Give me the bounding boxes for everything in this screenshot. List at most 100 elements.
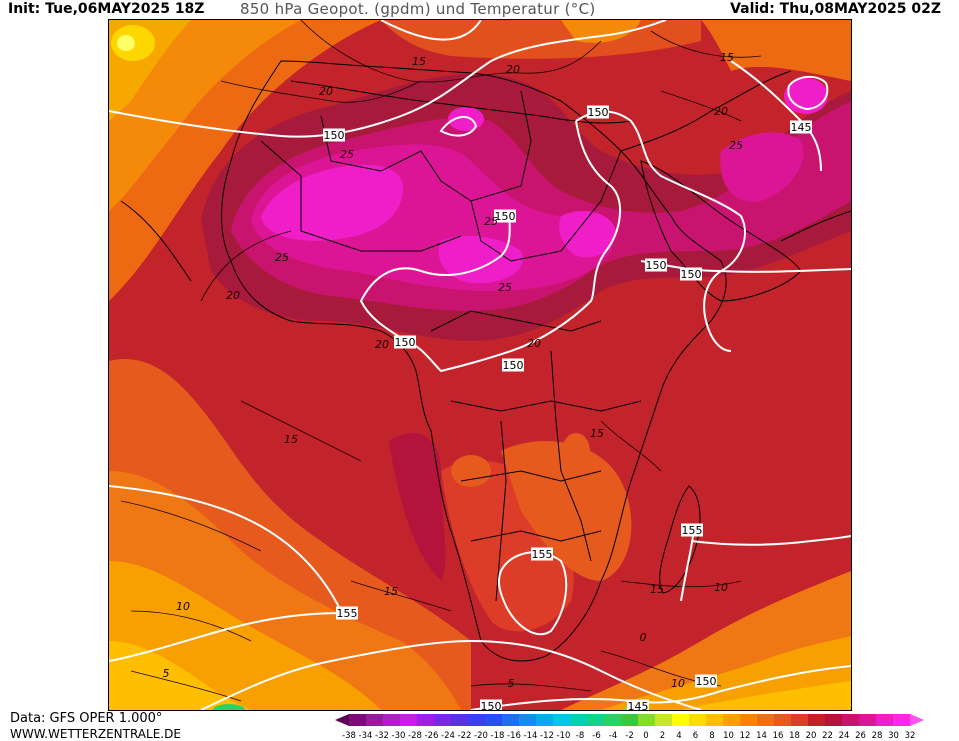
colorbar-cell bbox=[502, 714, 520, 726]
temperature-label: 20 bbox=[506, 63, 520, 76]
geopotential-label-text: 150 bbox=[503, 359, 524, 372]
colorbar-cell bbox=[672, 714, 690, 726]
colorbar-tick-label: 6 bbox=[693, 731, 698, 740]
temperature-isotherms bbox=[120, 20, 762, 702]
temperature-label: 15 bbox=[284, 433, 298, 446]
data-source: Data: GFS OPER 1.000° bbox=[10, 711, 163, 726]
colorbar-tick-label: 4 bbox=[676, 731, 681, 740]
colorbar-cell bbox=[587, 714, 605, 726]
colorbar-cell bbox=[468, 714, 486, 726]
geopotential-label-text: 150 bbox=[395, 336, 416, 349]
colorbar-cell bbox=[604, 714, 622, 726]
geopotential-label-text: 150 bbox=[646, 259, 667, 272]
colorbar-tick-label: -34 bbox=[359, 731, 373, 740]
temperature-label: 25 bbox=[484, 215, 498, 228]
website-link: WWW.WETTERZENTRALE.DE bbox=[10, 727, 181, 741]
colorbar-tick-label: -12 bbox=[540, 731, 554, 740]
geopotential-contours bbox=[109, 20, 851, 710]
colorbar-tick-label: 2 bbox=[660, 731, 665, 740]
temperature-label: 5 bbox=[163, 667, 170, 680]
geopotential-label-text: 150 bbox=[495, 210, 516, 223]
temperature-label: 20 bbox=[375, 338, 389, 351]
temperature-label: 20 bbox=[714, 105, 728, 118]
geopotential-label: 150 bbox=[323, 128, 345, 142]
temperature-label: 15 bbox=[650, 583, 664, 596]
colorbar-tick-label: 18 bbox=[789, 731, 800, 740]
geopotential-label: 150 bbox=[695, 674, 717, 688]
colorbar-cell bbox=[689, 714, 707, 726]
colorbar-tick-label: -22 bbox=[458, 731, 472, 740]
colorbar-cell bbox=[859, 714, 877, 726]
temperature-label: 10 bbox=[714, 581, 728, 594]
colorbar-tick-label: 28 bbox=[872, 731, 883, 740]
temperature-label: 25 bbox=[275, 251, 289, 264]
colorbar-tick-label: 20 bbox=[806, 731, 817, 740]
geopotential-label: 150 bbox=[645, 258, 667, 272]
colorbar-cell bbox=[621, 714, 639, 726]
geopotential-label: 150 bbox=[680, 267, 702, 281]
colorbar-tick-label: -14 bbox=[524, 731, 538, 740]
colorbar-tick-label: -28 bbox=[408, 731, 422, 740]
geopotential-label-text: 150 bbox=[481, 700, 502, 710]
colorbar-cell bbox=[638, 714, 656, 726]
colorbar-tick-label: 14 bbox=[756, 731, 767, 740]
colorbar-cell bbox=[451, 714, 469, 726]
colorbar-tick-label: 30 bbox=[888, 731, 899, 740]
colorbar-cell bbox=[485, 714, 503, 726]
colorbar-tick-label: 8 bbox=[709, 731, 714, 740]
colorbar-cell bbox=[655, 714, 673, 726]
geopotential-label-text: 145 bbox=[628, 700, 649, 710]
colorbar-tick-label: -10 bbox=[557, 731, 571, 740]
colorbar-cell bbox=[740, 714, 758, 726]
colorbar-cell bbox=[383, 714, 401, 726]
geopotential-label-text: 155 bbox=[337, 607, 358, 620]
colorbar-tick-label: -32 bbox=[375, 731, 389, 740]
colorbar: -38 -34 -32 -30 -28 -26 -24 -22 -20 -18 -16 -14 -12-… bbox=[335, 714, 924, 740]
temperature-label: 15 bbox=[720, 51, 734, 64]
colorbar-tick-label: 22 bbox=[822, 731, 833, 740]
colorbar-cell bbox=[893, 714, 911, 726]
colorbar-tick-label: 12 bbox=[740, 731, 751, 740]
temperature-labels: 15 20 15 20 20 25 25 25 25 20 25 20 20 15 15 15 15 10 10 10… bbox=[163, 51, 744, 690]
colorbar-cell bbox=[791, 714, 809, 726]
temperature-label: 15 bbox=[590, 427, 604, 440]
colorbar-cell bbox=[349, 714, 367, 726]
colorbar-max-arrow bbox=[910, 714, 924, 726]
geopotential-label: 145 bbox=[627, 699, 649, 710]
colorbar-cell bbox=[808, 714, 826, 726]
temperature-label: 0 bbox=[640, 631, 647, 644]
geopotential-label-text: 150 bbox=[588, 106, 609, 119]
temperature-label: 25 bbox=[729, 139, 743, 152]
geopotential-label: 150 bbox=[480, 699, 502, 710]
temperature-label: 15 bbox=[384, 585, 398, 598]
colorbar-tick-label: -18 bbox=[491, 731, 505, 740]
colorbar-cell bbox=[757, 714, 775, 726]
colorbar-cell bbox=[825, 714, 843, 726]
geopotential-label: 155 bbox=[531, 547, 553, 561]
coastlines bbox=[120, 60, 851, 662]
colorbar-tick-label: -24 bbox=[441, 731, 455, 740]
geopotential-label-text: 155 bbox=[532, 548, 553, 561]
init-time: Init: Tue,06MAY2025 18Z bbox=[8, 1, 205, 17]
colorbar-cell bbox=[536, 714, 554, 726]
colorbar-cell bbox=[553, 714, 571, 726]
geopotential-label: 155 bbox=[681, 523, 703, 537]
colorbar-min-arrow bbox=[335, 714, 349, 726]
geopotential-label-text: 150 bbox=[324, 129, 345, 142]
temperature-label: 20 bbox=[319, 85, 333, 98]
colorbar-cell bbox=[434, 714, 452, 726]
colorbar-cell bbox=[570, 714, 588, 726]
geopotential-label: 150 bbox=[502, 358, 524, 372]
colorbar-tick-label: 24 bbox=[839, 731, 850, 740]
temperature-label: 10 bbox=[671, 677, 685, 690]
colorbar-tick-label: -6 bbox=[592, 731, 600, 740]
colorbar-cell bbox=[366, 714, 384, 726]
weather-map: 150 150 145 150 150 150 150 150 155 155 155 150 150 1… bbox=[108, 19, 852, 711]
temperature-label: 20 bbox=[226, 289, 240, 302]
colorbar-cell bbox=[876, 714, 894, 726]
geopotential-label-text: 145 bbox=[791, 121, 812, 134]
geopotential-label: 155 bbox=[336, 606, 358, 620]
colorbar-tick-label: -16 bbox=[507, 731, 521, 740]
colorbar-cell bbox=[842, 714, 860, 726]
